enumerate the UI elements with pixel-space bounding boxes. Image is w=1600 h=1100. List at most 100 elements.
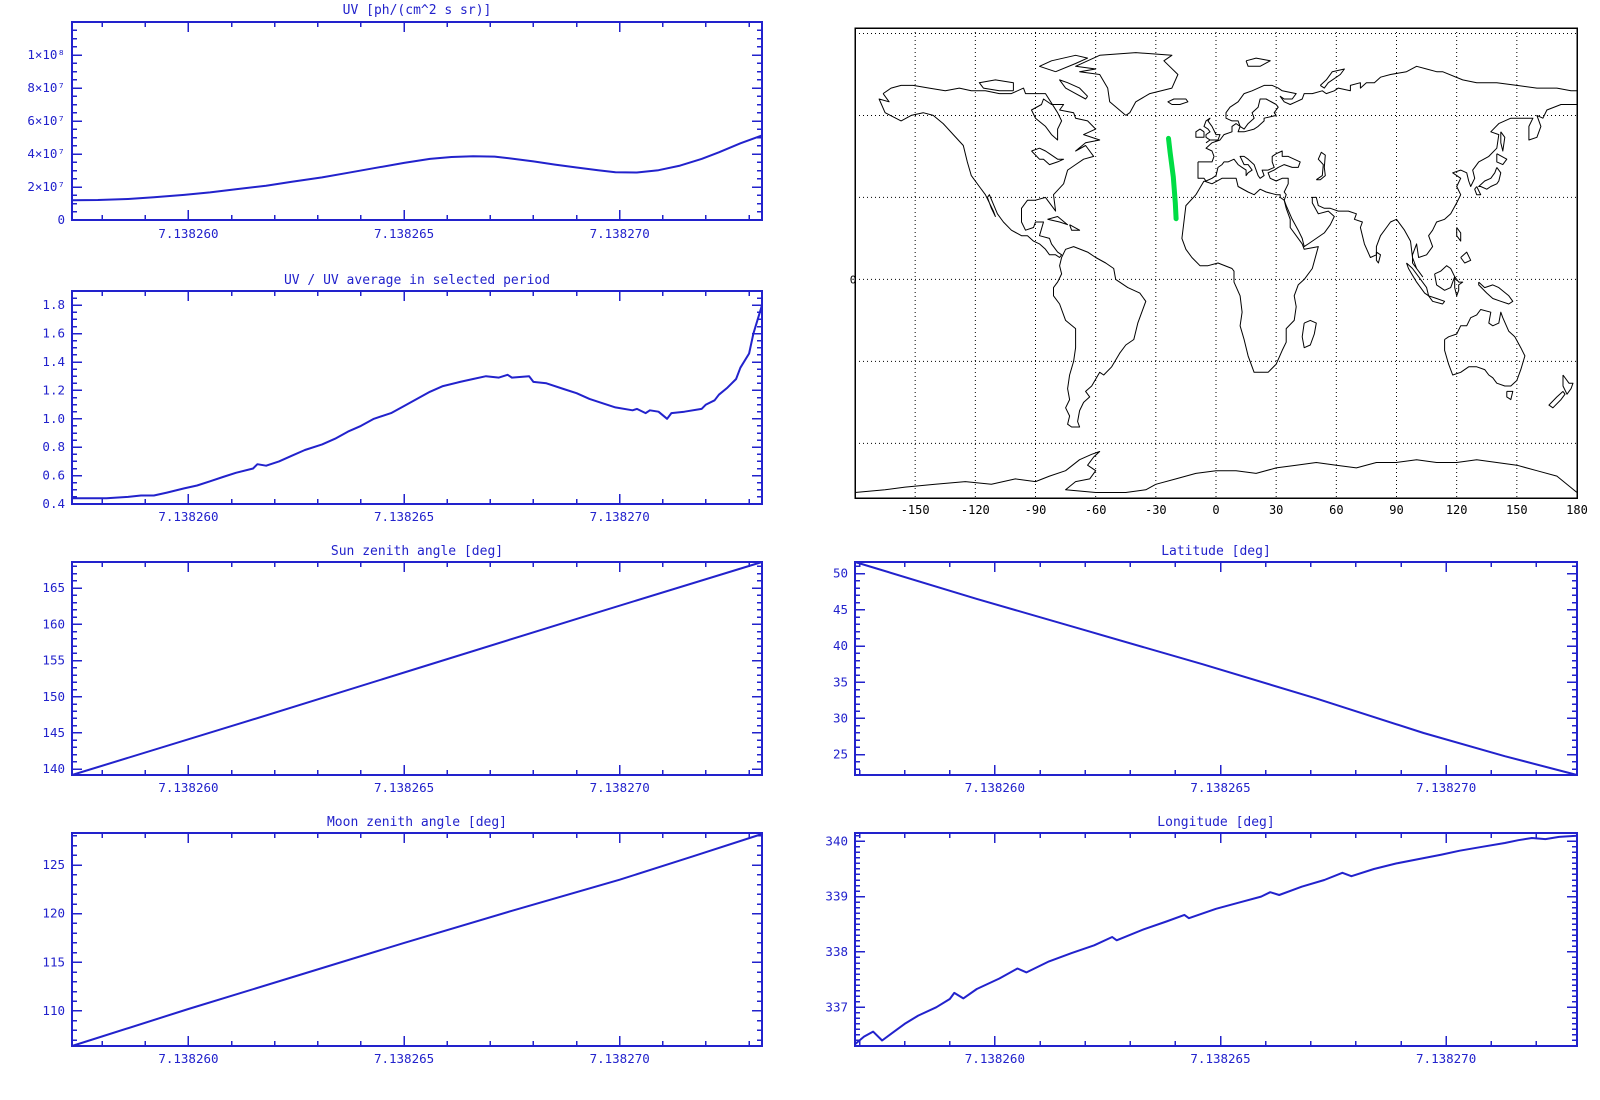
plot-uv: UV [ph/(cm^2 s sr)] 7.138260 7.138265 7.138… [27, 3, 763, 241]
plot-frame [854, 832, 1578, 1047]
coastline [1167, 98, 1189, 105]
y-tick-label: 150 [42, 689, 65, 704]
x-axis: 7.138260 7.138265 7.138270 [101, 291, 750, 524]
map-lon-label: 120 [1446, 503, 1468, 517]
y-tick-label: 0 [57, 212, 65, 227]
uv_ratio-series-line [72, 304, 763, 500]
map-lon-label: 150 [1506, 503, 1528, 517]
uv-series-line [71, 134, 763, 202]
coastline [1316, 151, 1326, 181]
y-tick-label: 40 [833, 638, 848, 653]
x-tick-label: 7.138260 [965, 780, 1025, 795]
coastline [1478, 281, 1514, 305]
sun_zenith-series-line [71, 561, 763, 776]
x-tick-label: 7.138270 [590, 226, 650, 241]
y-tick-label: 110 [42, 1003, 65, 1018]
coastline [1197, 104, 1577, 278]
y-tick-label: 337 [825, 999, 848, 1014]
coastline [1181, 177, 1319, 373]
coastline [1375, 251, 1381, 264]
coastline [1031, 147, 1065, 166]
x-axis: 7.138260 7.138265 7.138270 [858, 833, 1538, 1066]
x-tick-label: 7.138265 [374, 509, 434, 524]
map-lat-label-0: 0 [850, 273, 857, 286]
ground-track [1166, 135, 1179, 222]
coastline [1069, 224, 1081, 231]
x-tick-label: 7.138260 [158, 1051, 218, 1066]
y-tick-label: 165 [42, 580, 65, 595]
x-tick-label: 7.138270 [590, 509, 650, 524]
x-tick-label: 7.138265 [374, 226, 434, 241]
y-tick-label: 0.8 [42, 439, 65, 454]
map-lon-label: -150 [901, 503, 930, 517]
x-tick-label: 7.138265 [1190, 780, 1250, 795]
y-tick-label: 120 [42, 906, 65, 921]
map-lon-label: 90 [1389, 503, 1403, 517]
x-tick-label: 7.138265 [374, 780, 434, 795]
plot-latitude: Latitude [deg] 7.138260 7.138265 7.138270 25… [833, 544, 1578, 795]
plot-title: Latitude [deg] [1161, 544, 1271, 559]
coastline [1456, 227, 1462, 242]
plot-title: Sun zenith angle [deg] [331, 544, 503, 559]
map-lon-label: 30 [1269, 503, 1283, 517]
x-axis: 7.138260 7.138265 7.138270 [101, 833, 750, 1066]
y-tick-label: 115 [42, 954, 65, 969]
coastline [1319, 68, 1345, 89]
x-tick-label: 7.138260 [965, 1051, 1025, 1066]
latitude-series-line [854, 561, 1578, 776]
y-tick-label: 160 [42, 616, 65, 631]
x-tick-label: 7.138265 [1190, 1051, 1250, 1066]
coastline [1454, 276, 1464, 297]
y-tick-label: 2×10⁷ [27, 179, 65, 194]
y-axis: 110 115 120 125 [42, 835, 762, 1041]
y-tick-label: 50 [833, 566, 848, 581]
y-tick-label: 6×10⁷ [27, 113, 65, 128]
coastline [1478, 167, 1502, 190]
y-axis: 337 338 339 340 [825, 833, 1577, 1047]
plot-sun_zenith: Sun zenith angle [deg]7.138260 7.138265 7.… [42, 544, 763, 795]
y-axis: 0 2×10⁷ 4×10⁷ 6×10⁷ 8×10⁷ 1×10⁸ [27, 21, 762, 227]
map-lon-label: -120 [961, 503, 990, 517]
plot-frame [71, 832, 763, 1047]
coastline [1474, 186, 1482, 196]
coastline [1047, 216, 1069, 226]
plot-title: Longitude [deg] [1157, 815, 1274, 830]
coastline [1059, 79, 1089, 100]
x-tick-label: 7.138270 [1416, 1051, 1476, 1066]
y-tick-label: 35 [833, 674, 848, 689]
y-tick-label: 0.4 [42, 496, 65, 511]
coastline [1548, 391, 1566, 409]
map-lon-label: 0 [1212, 503, 1219, 517]
y-tick-label: 1.8 [42, 297, 65, 312]
coastline [1301, 319, 1317, 349]
y-tick-label: 145 [42, 725, 65, 740]
world-map: -150 -120 -90 -60 -30 0 30 60 90 120 150 180 0 [850, 27, 1588, 517]
y-tick-label: 125 [42, 857, 65, 872]
coastline [1444, 309, 1526, 387]
map-lon-labels: -150 -120 -90 -60 -30 0 30 60 90 120 150 180 [901, 503, 1588, 517]
y-tick-label: 339 [825, 889, 848, 904]
y-axis: 0.4 0.6 0.8 1.0 1.2 1.4 1.6 1.8 [42, 290, 762, 511]
coastline [1496, 153, 1508, 166]
coastline [1039, 54, 1089, 73]
y-tick-label: 1.6 [42, 326, 65, 341]
y-tick-label: 1.0 [42, 411, 65, 426]
y-tick-label: 25 [833, 747, 848, 762]
coastline [1562, 374, 1574, 395]
plot-title: UV [ph/(cm^2 s sr)] [343, 3, 492, 18]
y-tick-label: 140 [42, 761, 65, 776]
x-tick-label: 7.138260 [158, 226, 218, 241]
coastline [1506, 390, 1514, 401]
plot-title: Moon zenith angle [deg] [327, 815, 507, 830]
plot-moon_zenith: Moon zenith angle [deg] 7.138260 7.138265 7… [42, 815, 763, 1066]
coastline [1198, 65, 1577, 163]
coastline [1460, 251, 1472, 264]
plot-longitude: Longitude [deg] 7.138260 7.138265 7.138270 3… [825, 815, 1578, 1066]
longitude-series-line [854, 834, 1578, 1046]
coastline [1428, 295, 1446, 305]
coastline [1203, 117, 1221, 144]
